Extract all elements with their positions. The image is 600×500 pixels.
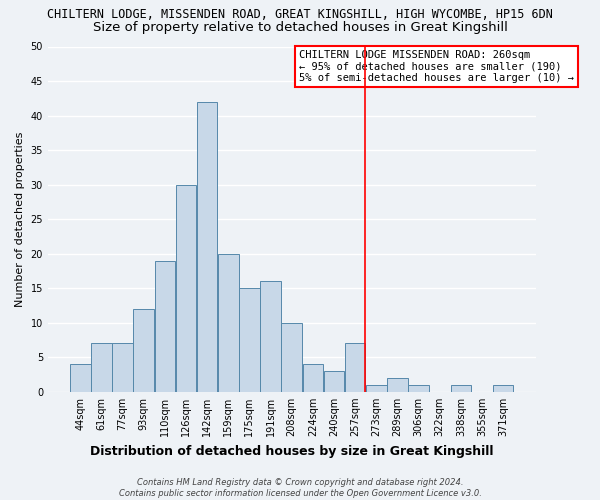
Bar	[70, 364, 91, 392]
Bar	[133, 309, 154, 392]
Bar	[324, 371, 344, 392]
Bar	[91, 344, 112, 392]
Bar	[218, 254, 239, 392]
Text: Size of property relative to detached houses in Great Kingshill: Size of property relative to detached ho…	[92, 21, 508, 34]
Text: CHILTERN LODGE MISSENDEN ROAD: 260sqm
← 95% of detached houses are smaller (190): CHILTERN LODGE MISSENDEN ROAD: 260sqm ← …	[299, 50, 574, 83]
Bar	[302, 364, 323, 392]
Bar	[112, 344, 133, 392]
Y-axis label: Number of detached properties: Number of detached properties	[15, 132, 25, 307]
Bar	[366, 385, 386, 392]
Bar	[281, 322, 302, 392]
X-axis label: Distribution of detached houses by size in Great Kingshill: Distribution of detached houses by size …	[90, 444, 493, 458]
Bar	[260, 282, 281, 392]
Bar	[239, 288, 260, 392]
Text: CHILTERN LODGE, MISSENDEN ROAD, GREAT KINGSHILL, HIGH WYCOMBE, HP15 6DN: CHILTERN LODGE, MISSENDEN ROAD, GREAT KI…	[47, 8, 553, 20]
Bar	[387, 378, 407, 392]
Bar	[493, 385, 514, 392]
Text: Contains HM Land Registry data © Crown copyright and database right 2024.
Contai: Contains HM Land Registry data © Crown c…	[119, 478, 481, 498]
Bar	[409, 385, 429, 392]
Bar	[451, 385, 471, 392]
Bar	[197, 102, 217, 392]
Bar	[155, 260, 175, 392]
Bar	[345, 344, 365, 392]
Bar	[176, 184, 196, 392]
